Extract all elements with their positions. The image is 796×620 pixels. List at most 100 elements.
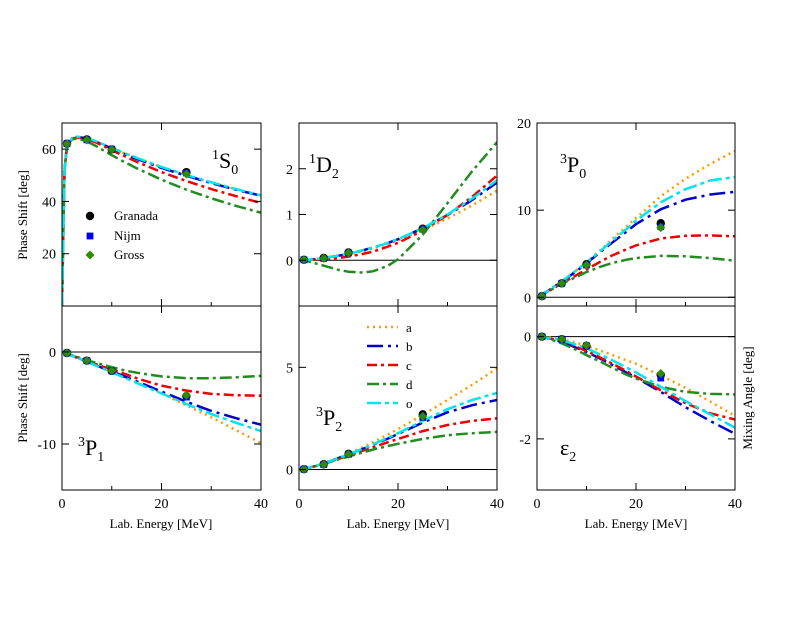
x-tick-label: 40 bbox=[254, 497, 268, 512]
x-tick-label: 20 bbox=[155, 497, 169, 512]
point-gross bbox=[582, 260, 591, 270]
y-tick-label: 20 bbox=[42, 248, 56, 263]
x-axis-label-3: Lab. Energy [MeV] bbox=[585, 516, 688, 531]
legend-marker-gross bbox=[85, 250, 95, 260]
point-gross bbox=[557, 334, 567, 344]
series-line-b bbox=[62, 350, 261, 426]
y-tick-label: 2 bbox=[286, 163, 293, 178]
panels: 20 40 60 1S0 0 1 2 1D2 0 10 20 3P0 0 20 40 -10 0 3P1 0 20 40… bbox=[37, 117, 742, 512]
legend-data-points: Granada Nijm Gross bbox=[85, 208, 158, 262]
legend-label-granada: Granada bbox=[114, 208, 158, 223]
series-line-c bbox=[62, 136, 261, 306]
panel-label-1S0: 1S0 bbox=[212, 148, 238, 178]
x-tick-label: 0 bbox=[296, 497, 303, 512]
series-line-o bbox=[537, 335, 735, 429]
panel-label-3P0: 3P0 bbox=[560, 152, 586, 182]
series-line-o bbox=[299, 179, 497, 262]
y-tick-label: 0 bbox=[286, 464, 293, 479]
y-tick-label: 0 bbox=[524, 291, 531, 306]
x-axis-label-2: Lab. Energy [MeV] bbox=[347, 516, 450, 531]
point-gross bbox=[557, 278, 567, 288]
panel-eps2: 0 20 40 -2 0 ε2 bbox=[519, 305, 742, 512]
legend-label-a: a bbox=[406, 320, 412, 335]
panel-3P2: 0 20 40 0 5 3P2 bbox=[286, 305, 504, 512]
panel-1D2: 0 1 2 1D2 bbox=[286, 122, 498, 307]
series-line-o bbox=[62, 350, 261, 433]
point-gross bbox=[344, 449, 353, 459]
panel-3P0: 0 10 20 3P0 bbox=[517, 117, 736, 307]
panel-label-eps2: ε2 bbox=[560, 435, 576, 465]
y-tick-label: 10 bbox=[517, 204, 531, 219]
series-line-o bbox=[62, 135, 261, 306]
point-gross bbox=[656, 223, 666, 233]
point-gross bbox=[537, 291, 547, 301]
series-line-d bbox=[299, 430, 497, 471]
legend-label-b: b bbox=[406, 339, 413, 354]
point-gross bbox=[319, 253, 329, 263]
y-tick-label: 5 bbox=[286, 361, 293, 376]
point-gross bbox=[107, 366, 117, 376]
y-tick-label: 40 bbox=[42, 195, 56, 210]
y-tick-label: 60 bbox=[42, 143, 56, 158]
x-tick-label: 20 bbox=[629, 497, 643, 512]
y-tick-label: 0 bbox=[524, 331, 531, 346]
series-group bbox=[62, 135, 261, 306]
series-line-d bbox=[537, 335, 735, 396]
x-tick-label: 40 bbox=[490, 497, 504, 512]
point-gross bbox=[181, 169, 191, 179]
legend-label-gross: Gross bbox=[114, 247, 144, 262]
series-line-b bbox=[299, 181, 497, 262]
panel-label-3P2: 3P2 bbox=[316, 405, 342, 435]
y-axis-label-top-left: Phase Shift [deg] bbox=[15, 170, 30, 260]
x-tick-label: 0 bbox=[534, 497, 541, 512]
legend-marker-granada bbox=[85, 211, 95, 221]
point-gross bbox=[418, 411, 428, 421]
series-line-a bbox=[62, 350, 261, 445]
point-gross bbox=[62, 348, 72, 358]
point-gross bbox=[656, 368, 666, 378]
legend-label-nijm: Nijm bbox=[114, 228, 141, 243]
panel-1S0: 20 40 60 1S0 bbox=[42, 122, 262, 307]
y-tick-label: -2 bbox=[519, 433, 531, 448]
point-gross bbox=[82, 356, 92, 366]
legend-label-d: d bbox=[406, 377, 413, 392]
panel-3P1: 0 20 40 -10 0 3P1 bbox=[37, 305, 268, 512]
y-tick-label: 20 bbox=[517, 117, 531, 132]
point-gross bbox=[82, 135, 92, 145]
y-axis-label-bottom-left: Phase Shift [deg] bbox=[15, 353, 30, 443]
y-axis-label-right: Mixing Angle [deg] bbox=[740, 346, 755, 449]
series-line-c bbox=[299, 174, 497, 262]
panel-frame bbox=[298, 122, 498, 307]
point-nijm bbox=[657, 374, 665, 382]
series-line-c bbox=[537, 234, 735, 299]
point-gross bbox=[418, 225, 428, 235]
series-line-b bbox=[537, 335, 735, 435]
y-tick-label: -10 bbox=[37, 438, 56, 453]
series-line-d bbox=[299, 141, 497, 274]
x-axis-label-1: Lab. Energy [MeV] bbox=[110, 516, 213, 531]
x-tick-label: 20 bbox=[391, 497, 405, 512]
panel-label-3P1: 3P1 bbox=[78, 435, 104, 465]
y-tick-label: 0 bbox=[286, 254, 293, 269]
legend-label-c: c bbox=[406, 358, 412, 373]
series-line-c bbox=[62, 350, 261, 397]
point-gross bbox=[582, 340, 591, 350]
legend-label-o: o bbox=[406, 396, 413, 411]
x-tick-label: 40 bbox=[728, 497, 742, 512]
y-tick-label: 1 bbox=[286, 209, 293, 224]
series-line-b bbox=[299, 398, 497, 471]
legend-marker-nijm bbox=[86, 232, 94, 240]
point-gross bbox=[62, 139, 72, 149]
x-tick-label: 0 bbox=[59, 497, 66, 512]
series-group bbox=[62, 350, 261, 445]
series-group bbox=[537, 335, 735, 435]
panel-label-1D2: 1D2 bbox=[309, 152, 339, 182]
point-gross bbox=[181, 390, 191, 400]
point-gross bbox=[107, 145, 117, 155]
point-gross bbox=[319, 459, 329, 469]
point-gross bbox=[344, 248, 353, 258]
y-tick-label: 0 bbox=[49, 346, 56, 361]
